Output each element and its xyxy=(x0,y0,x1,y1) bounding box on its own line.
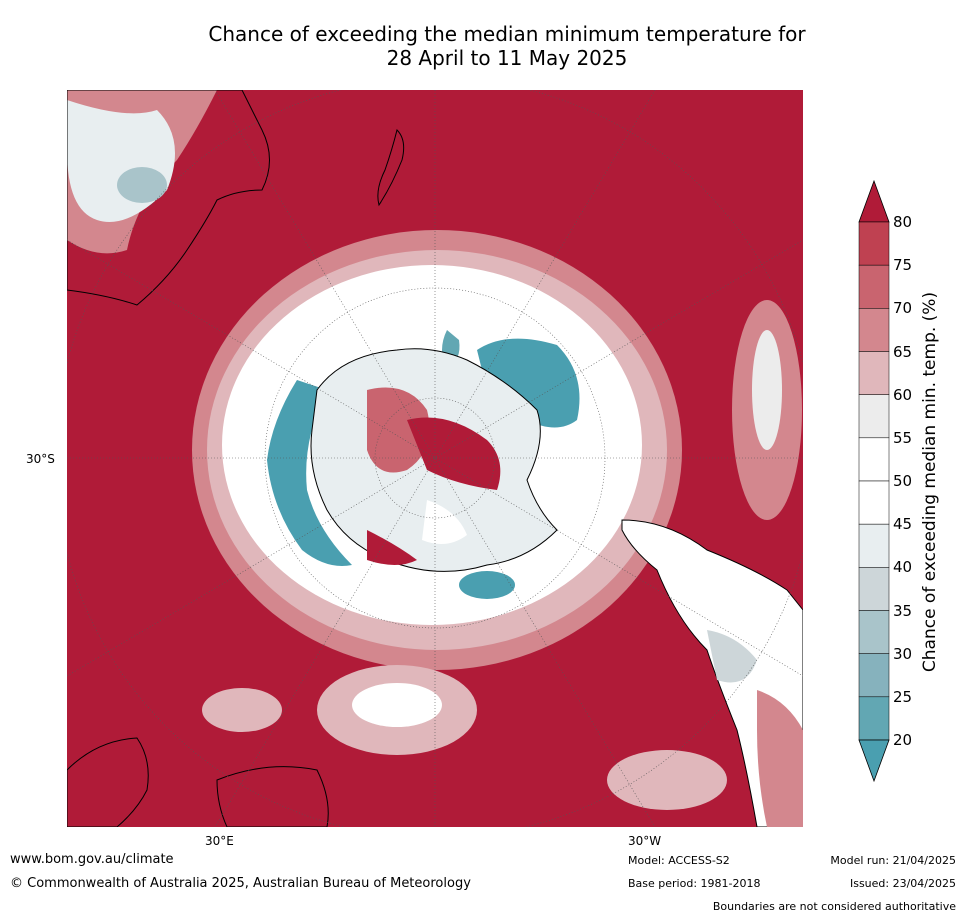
lat-label-30s: 30°S xyxy=(26,452,55,466)
colorbar-band xyxy=(858,653,890,698)
madagascar-outline xyxy=(216,766,329,827)
colorbar-band xyxy=(858,308,890,352)
footer-base-period: Base period: 1981-2018 xyxy=(628,877,761,890)
lon-label-30w: 30°W xyxy=(628,834,662,848)
new-zealand xyxy=(377,129,405,207)
chart-title: Chance of exceeding the median minimum t… xyxy=(0,22,965,70)
colorbar-band xyxy=(858,221,890,266)
footer-model: Model: ACCESS-S2 xyxy=(628,854,730,867)
antarctica-red-patch-3 xyxy=(367,530,417,565)
colorbar-tick-label: 25 xyxy=(893,687,913,706)
south-america-red xyxy=(757,690,803,827)
colorbar-tick-label: 65 xyxy=(893,342,913,361)
lon-label-30e: 30°E xyxy=(205,834,234,848)
footer-model-run: Model run: 21/04/2025 xyxy=(830,854,956,867)
white-blob-south xyxy=(352,683,442,727)
colorbar-tick-label: 20 xyxy=(893,731,913,749)
white-blob-east xyxy=(752,330,782,450)
graticule-circle-80s xyxy=(374,397,496,519)
footer-disclaimer: Boundaries are not considered authoritat… xyxy=(712,900,956,913)
colorbar-band xyxy=(858,610,890,654)
colorbar-tick-label: 35 xyxy=(893,601,913,620)
footer-copyright: © Commonwealth of Australia 2025, Austra… xyxy=(10,876,471,891)
polar-map xyxy=(67,90,803,827)
colorbar-label: Chance of exceeding median min. temp. (%… xyxy=(920,291,940,673)
blue-weddell xyxy=(459,571,515,599)
colorbar-band xyxy=(858,437,890,482)
colorbar-band xyxy=(858,264,890,309)
colorbar-extend-max xyxy=(858,180,890,223)
colorbar-tick-label: 70 xyxy=(893,299,913,318)
colorbar-tick-label: 30 xyxy=(893,644,913,663)
blue-west-arc xyxy=(267,380,352,566)
antarctica-red-patch-1 xyxy=(367,387,430,473)
colorbar-tick-label: 75 xyxy=(893,256,913,275)
antarctica-white-patch xyxy=(422,500,467,544)
graticule-meridian-4 xyxy=(214,90,656,827)
title-line-1: Chance of exceeding the median minimum t… xyxy=(208,22,806,46)
colorbar-band xyxy=(858,480,890,525)
colorbar-tick-label: 60 xyxy=(893,385,913,404)
colorbar-band xyxy=(858,696,890,741)
title-line-2: 28 April to 11 May 2025 xyxy=(386,46,628,70)
australia-outline xyxy=(67,90,270,306)
antarctica-red-patch-2 xyxy=(407,417,501,490)
colorbar-band xyxy=(858,394,890,439)
map-panel xyxy=(67,90,803,827)
colorbar-tick-label: 80 xyxy=(893,213,913,231)
africa-outline xyxy=(67,737,149,827)
footer-website: www.bom.gov.au/climate xyxy=(10,852,174,867)
colorbar-tick-label: 40 xyxy=(893,558,913,577)
colorbar-extend-min xyxy=(858,739,890,782)
colorbar-tick-label: 50 xyxy=(893,472,913,490)
pale-blob-se xyxy=(607,750,727,810)
pale-blob-sw xyxy=(202,688,282,732)
colorbar-band xyxy=(858,523,890,568)
colorbar-band xyxy=(858,567,890,611)
footer-issued: Issued: 23/04/2025 xyxy=(849,877,956,890)
colorbar-tick-label: 55 xyxy=(893,428,913,447)
colorbar-band xyxy=(858,351,890,395)
colorbar-tick-label: 45 xyxy=(893,515,913,534)
region-blue-nw xyxy=(117,167,167,203)
south-america-shade xyxy=(707,630,757,683)
colorbar xyxy=(858,180,890,782)
graticule xyxy=(67,90,803,827)
